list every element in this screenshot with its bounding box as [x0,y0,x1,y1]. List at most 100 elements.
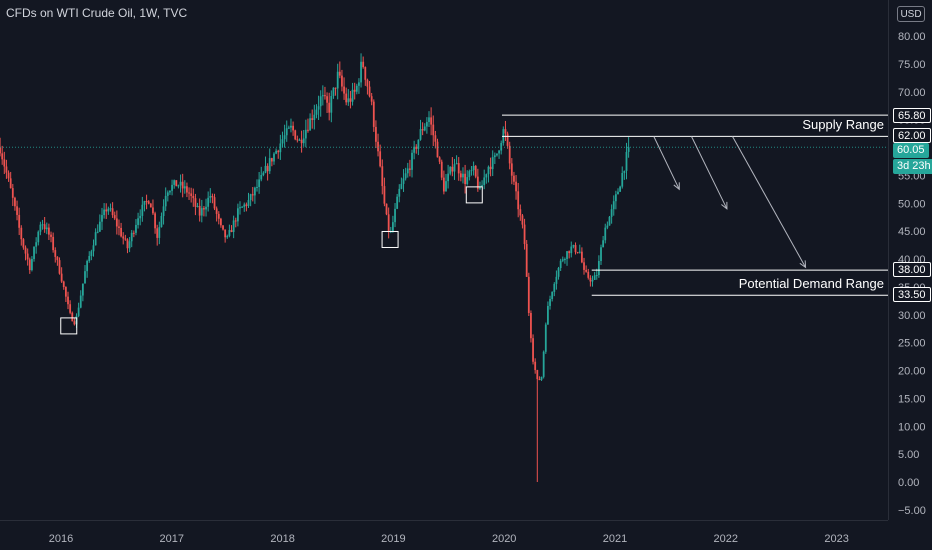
candle-body [277,150,280,153]
candle-body [464,173,467,185]
candle-body [43,224,46,230]
candle [415,144,418,154]
candle-body [290,125,292,128]
candle [135,219,137,236]
candle-body [296,139,299,141]
candle-body [368,86,371,97]
candle-body [472,165,475,171]
candle [239,201,241,215]
candle [400,177,403,190]
candle-body [209,195,212,198]
candle [232,215,235,239]
price-tick-label: 70.00 [898,87,926,99]
candle-body [466,177,469,185]
currency-button[interactable]: USD [897,6,925,22]
candle [525,240,528,277]
candle-body [103,209,106,216]
candle-body [220,218,222,226]
candle [470,166,473,176]
supply-range-label[interactable]: Supply Range [802,117,884,132]
candle-body [508,145,511,164]
candle [453,158,456,180]
candle-body [279,143,282,153]
candle [619,185,622,192]
candle-body [207,197,210,207]
candle [3,151,6,175]
candle [387,207,390,239]
candle-body [115,218,118,227]
candle-body [476,176,479,189]
candle-body [481,184,483,187]
candle [600,244,602,265]
candle-body [205,206,207,210]
candle [389,226,392,234]
candle [493,152,496,164]
candle-body [285,128,288,136]
candle [561,256,564,263]
candle [417,139,420,156]
candle [26,248,29,266]
candle [294,129,297,141]
candle [377,133,379,157]
candle-body [96,231,99,233]
candle [52,232,55,253]
candle [273,152,275,165]
candle-body [283,135,286,140]
candle-body [551,291,554,300]
candle [270,157,273,167]
candle [411,149,413,178]
candle [177,184,180,189]
candle-body [273,153,275,162]
candle-body [525,243,528,277]
candle [98,214,101,232]
candle [434,130,437,149]
candle-body [351,89,354,102]
candle [621,166,624,189]
candle-body [58,260,61,274]
candle-body [139,215,142,219]
candle-body [107,208,110,212]
candle-body [523,224,526,244]
candle [169,190,171,195]
candle [304,119,307,148]
drawing-overlays [0,114,888,335]
candle-body [574,245,577,253]
time-tick-label: 2023 [824,533,848,545]
candle-body [498,150,500,154]
candle-body [9,178,12,189]
candle [200,199,203,223]
candle-body [154,213,156,229]
candle-body [557,267,560,277]
candle-body [120,227,122,237]
candle [5,159,8,179]
candle-body [375,126,377,142]
candle [109,203,112,212]
projection-arrow-head [799,260,807,269]
candle-body [232,220,235,233]
candle [483,169,486,190]
candle-body [474,165,477,177]
candle [79,290,82,309]
candle-body [158,227,161,238]
demand-range-label[interactable]: Potential Demand Range [738,276,884,291]
candle [290,118,292,133]
candle-body [243,204,246,207]
candle-body [343,86,345,94]
candle [107,206,110,215]
candle-body [18,214,21,228]
candle-body [69,304,72,313]
candle [551,291,554,302]
candle [147,200,150,205]
candle [275,148,278,155]
candle [555,270,558,290]
candle-body [143,201,146,205]
candle [198,198,201,222]
candle [336,63,339,100]
candle-body [171,184,173,191]
candle-body [28,259,31,271]
candle-body [413,146,416,153]
candle-body [396,196,399,209]
candle [372,99,375,132]
price-tick-label: 0.00 [898,477,919,489]
